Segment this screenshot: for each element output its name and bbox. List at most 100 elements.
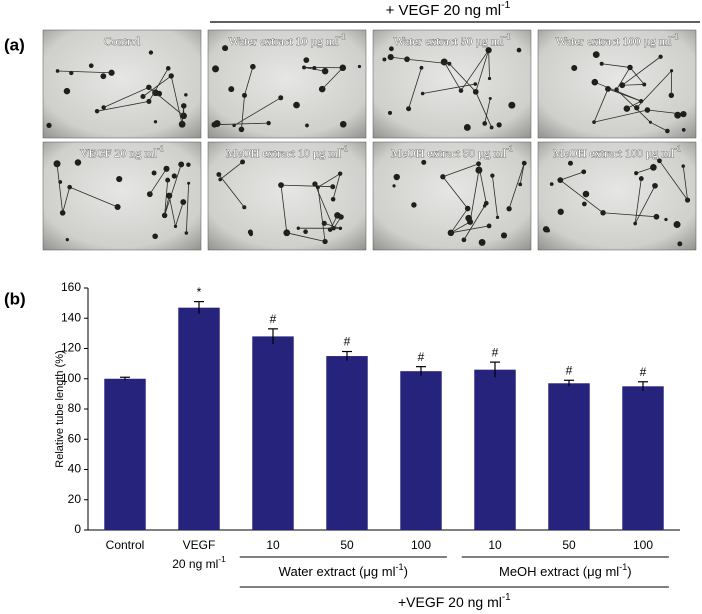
panel-label: (b) [4,289,26,308]
cell-cluster [680,110,687,118]
error-bar [638,381,648,391]
group-label-tail: ) [627,564,631,579]
tube [659,160,688,201]
treatment-label-sup: -1 [502,592,511,603]
tube [317,173,341,188]
tube [488,49,490,79]
tube [149,168,167,195]
tube-network [46,50,188,128]
tube [164,195,170,216]
tube [601,63,631,68]
tube [607,88,642,102]
cell-cluster [389,46,394,52]
cell-cluster [74,159,82,166]
tube [332,173,341,200]
bar [400,371,442,530]
x-tick-label: 10 [266,538,280,552]
tube [280,184,334,188]
cell-cluster [339,64,347,72]
cell-cluster [557,208,564,215]
cell-cluster [496,122,502,128]
cell-cluster [382,57,387,62]
y-axis-label: Relative tube length (%) [54,350,66,467]
cell-cluster [567,160,573,166]
significance-mark: # [418,350,425,364]
cell-cluster [171,173,177,179]
tube [164,179,169,216]
tube [450,221,471,234]
y-tick-label: 160 [61,280,81,294]
image-label: MeOH extract 100 μg ml-1 [553,144,681,159]
tube [593,109,648,123]
cell-cluster [213,120,221,128]
image-label: MeOH extract 10 μg ml-1 [226,144,348,159]
cell-cluster [163,165,170,172]
cell-cluster [681,128,686,132]
significance-mark: # [640,365,647,379]
cell-cluster [421,159,427,165]
tube [175,201,184,227]
significance-mark: # [566,363,573,377]
cell-cluster [549,182,554,186]
cell-cluster [357,64,362,69]
cell-cluster [473,82,478,86]
bar [104,378,146,530]
cell-cluster [592,51,600,59]
cell-cluster [465,214,472,222]
cell-cluster [100,73,107,80]
y-tick-label: 140 [61,310,81,324]
cell-cluster [521,160,527,166]
image-label-text: MeOH extract 10 μg ml [226,146,342,160]
cell-cluster [419,65,424,70]
tube [321,67,344,90]
significance-mark: # [344,335,351,349]
cell-cluster [240,159,245,165]
x-tick-sublabel: 20 ng ml-1 [172,554,226,571]
tube-network [211,45,362,133]
tube [422,83,476,94]
cell-cluster [212,65,220,73]
tube [559,171,585,181]
image-label: Water extract 10 μg ml-1 [228,32,345,47]
error-bar [120,376,130,381]
image-label: Water extract 50 μg ml-1 [393,32,510,47]
micrograph [537,29,697,139]
tube [185,182,190,234]
y-tick-label: 20 [68,492,82,506]
cell-cluster [305,123,309,128]
cell-cluster [242,92,247,98]
image-label-text: Water extract 50 μg ml [393,34,504,48]
tube [148,86,185,117]
tube [508,162,525,210]
micrograph [42,29,202,139]
cell-cluster [148,50,154,55]
image-label-text: Water extract 100 μg ml [555,34,672,48]
tube [463,202,487,241]
tube-network [571,51,687,134]
tube [593,88,609,123]
cell-cluster [151,170,157,176]
error-bar [268,328,278,344]
cell-cluster [485,47,492,54]
tube [621,84,645,86]
cell-cluster [184,93,188,97]
x-tick-label: VEGF [183,538,216,552]
group-label-sup: -1 [395,562,403,572]
tube [218,174,245,208]
y-tick-label: 60 [68,431,82,445]
tube [636,70,672,109]
cell-cluster [387,110,393,115]
significance-mark: # [270,312,277,326]
significance-mark: # [492,345,499,359]
image-label-sup: -1 [506,144,513,153]
cell-cluster [677,241,683,247]
x-tick-sublabel-sup: -1 [218,554,226,564]
image-label: MeOH extract 50 μg ml-1 [391,144,513,159]
cell-cluster [187,181,191,185]
cell-cluster [303,57,310,64]
error-bar [194,301,204,314]
tube [621,56,661,86]
tube [616,67,631,90]
cell-cluster [55,69,60,73]
